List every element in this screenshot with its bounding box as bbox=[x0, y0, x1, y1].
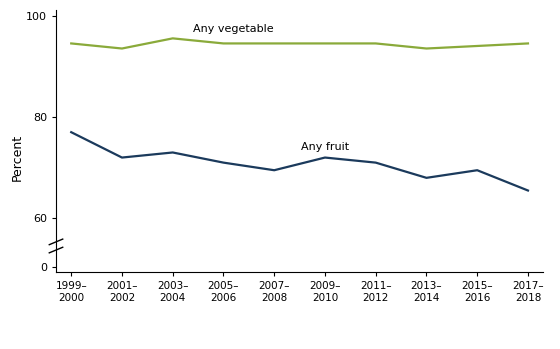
Text: Percent: Percent bbox=[11, 133, 24, 181]
Text: Any vegetable: Any vegetable bbox=[193, 24, 274, 34]
Text: Any fruit: Any fruit bbox=[301, 142, 349, 152]
